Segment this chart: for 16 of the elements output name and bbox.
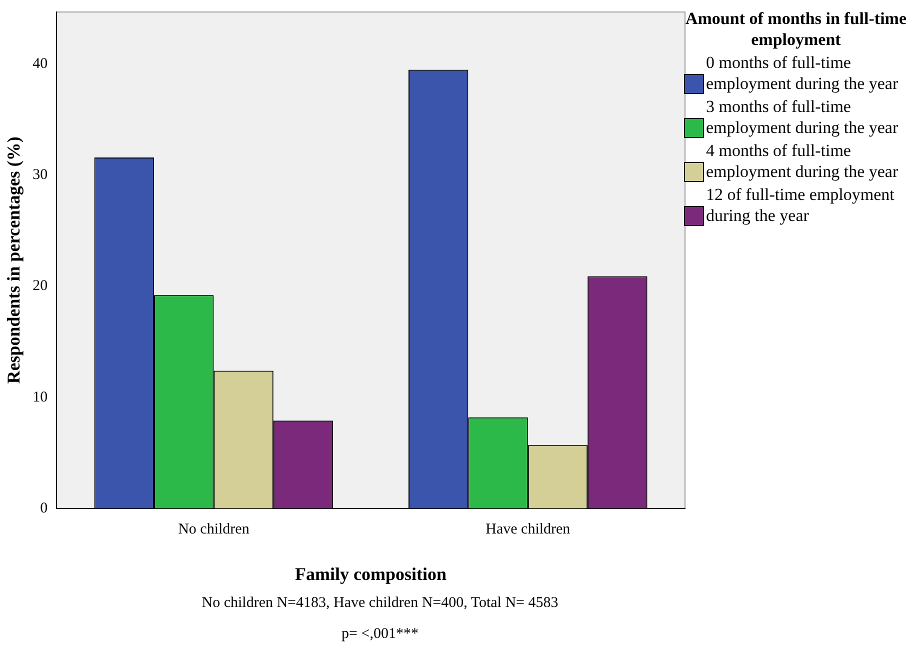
text: p= <,001*** [340, 626, 420, 643]
text: No children N=4183, Have children N=400, Total N= 4583 [200, 595, 560, 612]
y-tick-label: 40 [32, 56, 48, 72]
y-tick-label: 20 [32, 278, 48, 294]
y-tick-label: 0 [40, 500, 48, 516]
legend-label: 0 months of full-time employment during the year [706, 52, 900, 94]
x-tick-label: Have children [486, 521, 571, 538]
x-axis-title: Family composition [295, 564, 447, 584]
y-axis-title: Respondents in percentages (%) [3, 136, 24, 384]
y-tick-label: 30 [32, 167, 48, 184]
y-tick-label: 10 [32, 389, 48, 406]
legend-label: 4 months of full-time employment during the year [706, 140, 900, 182]
legend-label: 3 months of full-time employment during the year [706, 96, 900, 138]
legend-title: Amount of months in full-time employment [684, 8, 908, 50]
x-tick-label: No children [178, 521, 250, 538]
legend-label: 12 of full-time employment during the year [706, 184, 896, 226]
